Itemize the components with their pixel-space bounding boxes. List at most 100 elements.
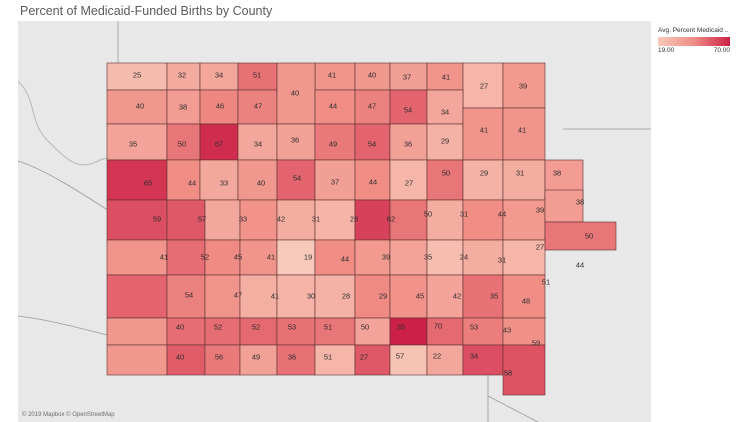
county-10[interactable] bbox=[106, 89, 168, 125]
county-51[interactable] bbox=[462, 199, 504, 241]
county-57[interactable] bbox=[239, 239, 278, 276]
legend-title: Avg. Percent Medicaid .. bbox=[658, 27, 729, 34]
county-label-79: 52 bbox=[252, 323, 260, 332]
county-1[interactable] bbox=[166, 62, 201, 91]
county-76[interactable] bbox=[502, 274, 546, 319]
county-label-92: 51 bbox=[324, 353, 332, 362]
county-label-90: 49 bbox=[252, 353, 260, 362]
county-19[interactable] bbox=[106, 123, 168, 161]
county-94[interactable] bbox=[354, 344, 391, 376]
county-label-63: 31 bbox=[498, 256, 506, 265]
county-70[interactable] bbox=[276, 274, 316, 319]
county-59[interactable] bbox=[314, 239, 356, 276]
county-29[interactable] bbox=[502, 107, 546, 161]
county-labels-layer: 25 32 34 51 41 40 37 41 27 39 40 38 46 47 40 44 47 54 34 35… bbox=[129, 71, 593, 378]
county-52[interactable] bbox=[502, 199, 546, 241]
county-95[interactable] bbox=[389, 344, 428, 376]
county-79[interactable] bbox=[204, 317, 241, 346]
county-67[interactable] bbox=[166, 274, 206, 319]
county-61[interactable] bbox=[389, 239, 428, 276]
county-83[interactable] bbox=[354, 317, 391, 346]
county-label-34: 54 bbox=[293, 174, 301, 183]
county-label-73: 42 bbox=[453, 292, 461, 301]
county-63[interactable] bbox=[462, 239, 504, 276]
map-svg[interactable]: 25 32 34 51 41 40 37 41 27 39 40 38 46 47 40 44 47 54 34 35… bbox=[18, 21, 651, 422]
county-5[interactable] bbox=[354, 62, 391, 91]
map-canvas[interactable]: 25 32 34 51 41 40 37 41 27 39 40 38 46 47 40 44 47 54 34 35… bbox=[18, 21, 651, 422]
county-2[interactable] bbox=[199, 62, 239, 91]
county-label-41: 38 bbox=[553, 169, 561, 178]
county-label-72: 45 bbox=[416, 292, 424, 301]
county-9[interactable] bbox=[502, 62, 546, 109]
county-18[interactable] bbox=[426, 89, 464, 125]
county-42[interactable] bbox=[106, 199, 168, 241]
county-36[interactable] bbox=[354, 159, 391, 201]
county-39[interactable] bbox=[462, 159, 504, 201]
county-82[interactable] bbox=[314, 317, 356, 346]
county-55[interactable] bbox=[166, 239, 206, 276]
county-20[interactable] bbox=[166, 123, 201, 161]
county-65[interactable] bbox=[544, 221, 617, 251]
county-27[interactable] bbox=[426, 123, 464, 161]
county-93[interactable] bbox=[314, 344, 356, 376]
county-50[interactable] bbox=[426, 199, 464, 241]
county-87[interactable] bbox=[502, 317, 546, 346]
county-74[interactable] bbox=[426, 274, 464, 319]
county-14[interactable] bbox=[276, 62, 316, 125]
county-label-57: 41 bbox=[267, 253, 275, 262]
county-40[interactable] bbox=[502, 159, 546, 201]
county-32[interactable] bbox=[199, 159, 239, 201]
county-15[interactable] bbox=[314, 89, 356, 125]
county-92[interactable] bbox=[276, 344, 316, 376]
county-16[interactable] bbox=[354, 89, 391, 125]
county-22[interactable] bbox=[237, 123, 278, 161]
county-label-5: 40 bbox=[368, 71, 376, 80]
county-48[interactable] bbox=[354, 199, 391, 241]
county-label-78: 52 bbox=[214, 323, 222, 332]
county-62[interactable] bbox=[426, 239, 464, 276]
county-90[interactable] bbox=[204, 344, 241, 376]
county-label-66: 54 bbox=[185, 291, 193, 300]
county-13[interactable] bbox=[237, 89, 278, 125]
county-31[interactable] bbox=[166, 159, 201, 201]
county-98[interactable] bbox=[502, 344, 546, 396]
county-label-83: 35 bbox=[397, 323, 405, 332]
county-label-69: 30 bbox=[307, 292, 315, 301]
county-45[interactable] bbox=[239, 199, 278, 241]
county-64[interactable] bbox=[502, 239, 546, 276]
county-69[interactable] bbox=[239, 274, 278, 319]
county-58[interactable] bbox=[276, 239, 316, 276]
county-54[interactable] bbox=[106, 239, 168, 276]
county-73[interactable] bbox=[389, 274, 428, 319]
county-96[interactable] bbox=[426, 344, 464, 376]
county-33[interactable] bbox=[237, 159, 278, 201]
county-44[interactable] bbox=[204, 199, 241, 241]
county-60[interactable] bbox=[354, 239, 391, 276]
county-label-91: 36 bbox=[288, 353, 296, 362]
county-66[interactable] bbox=[106, 274, 168, 319]
county-4[interactable] bbox=[314, 62, 356, 91]
county-77[interactable] bbox=[106, 317, 168, 346]
county-78[interactable] bbox=[166, 317, 206, 346]
county-68[interactable] bbox=[204, 274, 241, 319]
county-84[interactable] bbox=[389, 317, 428, 346]
county-89[interactable] bbox=[166, 344, 206, 376]
county-81[interactable] bbox=[276, 317, 316, 346]
county-53[interactable] bbox=[544, 189, 584, 223]
county-35[interactable] bbox=[314, 159, 356, 201]
county-12[interactable] bbox=[199, 89, 239, 125]
county-88[interactable] bbox=[106, 344, 168, 376]
county-3[interactable] bbox=[237, 62, 278, 91]
county-49[interactable] bbox=[389, 199, 428, 241]
map-attribution[interactable]: © 2019 Mapbox © OpenStreetMap bbox=[22, 412, 115, 418]
county-38[interactable] bbox=[426, 159, 464, 201]
county-80[interactable] bbox=[239, 317, 278, 346]
county-label-68: 41 bbox=[271, 292, 279, 301]
county-46[interactable] bbox=[276, 199, 316, 241]
county-11[interactable] bbox=[166, 89, 201, 125]
county-30[interactable] bbox=[106, 159, 168, 201]
county-label-54: 41 bbox=[160, 253, 168, 262]
county-85[interactable] bbox=[426, 317, 464, 346]
county-label-64: 27 bbox=[536, 243, 544, 252]
county-label-74: 35 bbox=[490, 292, 498, 301]
